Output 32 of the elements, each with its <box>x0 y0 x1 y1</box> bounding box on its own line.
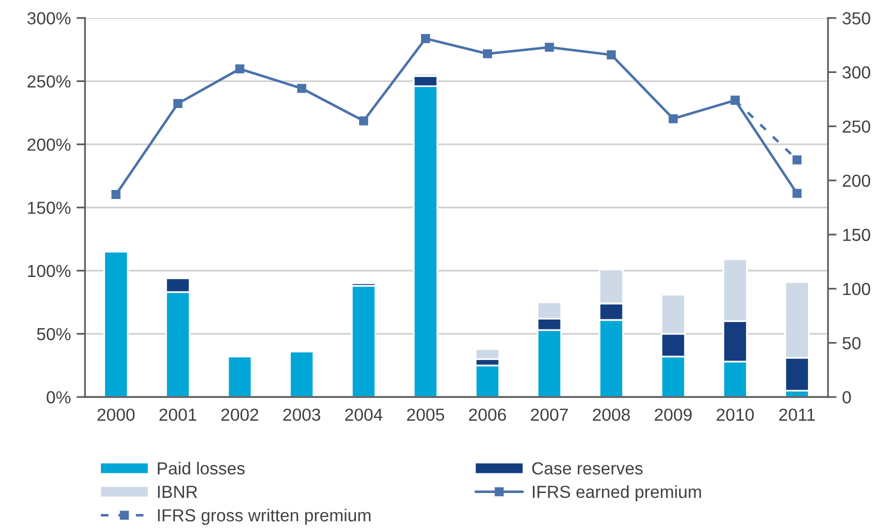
y-tick-label: 50% <box>37 328 70 340</box>
legend-label: IBNR <box>158 486 198 498</box>
x-tick-label: 2004 <box>345 408 382 421</box>
legend-label: Case reserves <box>532 462 643 475</box>
legend-label: IFRS earned premium <box>532 485 701 502</box>
y-tick-label: 300% <box>27 12 70 24</box>
x-tick-label: 2009 <box>654 408 692 421</box>
y-tick-label: 100% <box>28 264 70 278</box>
y2-tick-label: 0 <box>842 391 851 404</box>
x-tick-label: 2007 <box>530 408 568 421</box>
x-tick-label: 2000 <box>98 408 135 421</box>
x-tick-label: 2003 <box>283 408 320 421</box>
y2-tick-label: 300 <box>842 66 870 79</box>
y-tick-label: 200% <box>28 138 70 151</box>
x-tick-label: 2005 <box>407 408 444 421</box>
x-tick-label: 2006 <box>469 408 506 421</box>
y2-tick-label: 50 <box>842 337 861 350</box>
y-tick-label: 150% <box>28 202 70 214</box>
legend-label: IFRS gross written premium <box>158 508 370 525</box>
x-tick-label: 2008 <box>592 408 630 421</box>
y-tick-label: 250% <box>28 75 70 88</box>
legend-label: Paid losses <box>158 462 245 475</box>
x-tick-label: 2011 <box>779 408 815 421</box>
y2-tick-label: 250 <box>842 120 870 133</box>
y-tick-label: 0% <box>46 391 70 404</box>
y2-tick-label: 200 <box>842 174 870 187</box>
x-tick-label: 2001 <box>159 408 196 421</box>
y2-tick-label: 100 <box>843 282 870 296</box>
y2-tick-label: 150 <box>843 228 870 242</box>
x-tick-label: 2002 <box>221 408 258 421</box>
y2-tick-label: 350 <box>842 12 870 24</box>
x-tick-label: 2010 <box>716 408 754 421</box>
